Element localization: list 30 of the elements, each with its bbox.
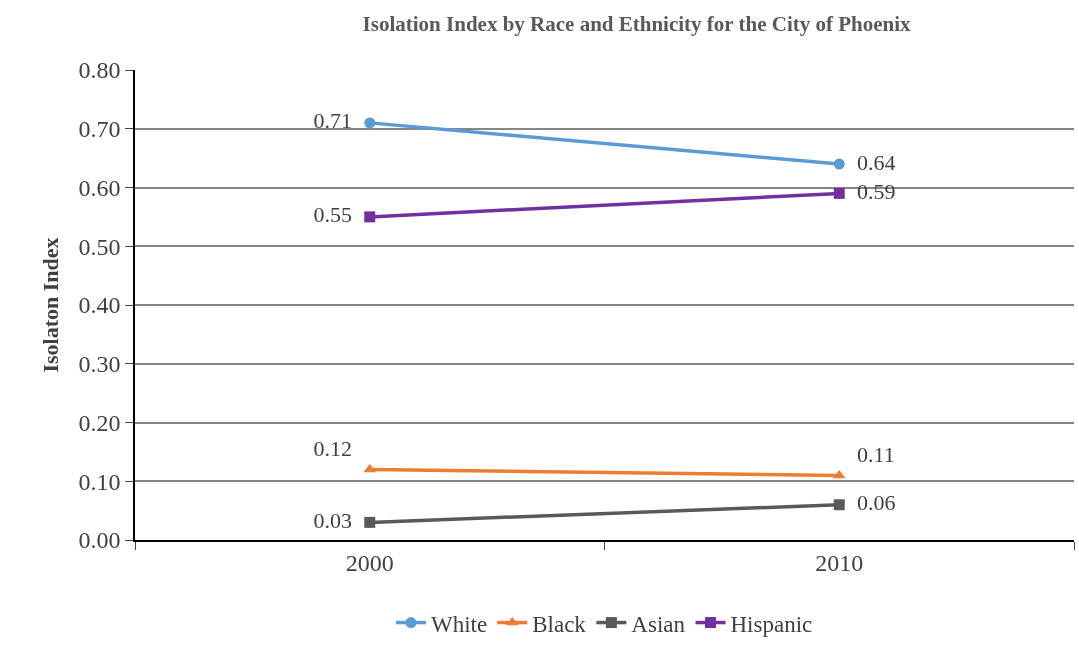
data-label: 0.55 (313, 202, 362, 228)
legend-label: Asian (631, 611, 686, 637)
data-label: 0.64 (847, 149, 896, 175)
data-label: 0.11 (847, 442, 895, 468)
y-tick-label: 0.30 (78, 351, 121, 378)
legend-label: White (431, 611, 488, 637)
x-tick-label: 2000 (345, 549, 394, 576)
y-axis-title: Isolaton Index (37, 237, 63, 373)
point (364, 211, 376, 223)
data-label: 0.06 (847, 490, 896, 516)
point (833, 187, 845, 199)
point (364, 117, 376, 129)
data-label: 0.12 (313, 436, 362, 462)
point (833, 499, 845, 511)
y-tick-label: 0.60 (78, 174, 121, 201)
point (833, 158, 845, 170)
y-tick-label: 0.80 (78, 57, 121, 84)
data-label: 0.03 (313, 507, 362, 533)
y-tick-label: 0.50 (78, 233, 121, 260)
point (364, 516, 376, 528)
y-tick-label: 0.00 (78, 527, 121, 554)
x-tick-label: 2010 (815, 549, 864, 576)
chart-title: Isolation Index by Race and Ethnicity for the City of Phoenix (362, 11, 912, 36)
y-tick-label: 0.70 (78, 116, 121, 143)
legend-label: Black (532, 611, 587, 637)
y-tick-label: 0.40 (78, 292, 121, 319)
legend-label: Hispanic (730, 611, 813, 637)
data-label: 0.71 (313, 108, 362, 134)
y-tick-label: 0.20 (78, 409, 121, 436)
y-tick-label: 0.10 (78, 468, 121, 495)
